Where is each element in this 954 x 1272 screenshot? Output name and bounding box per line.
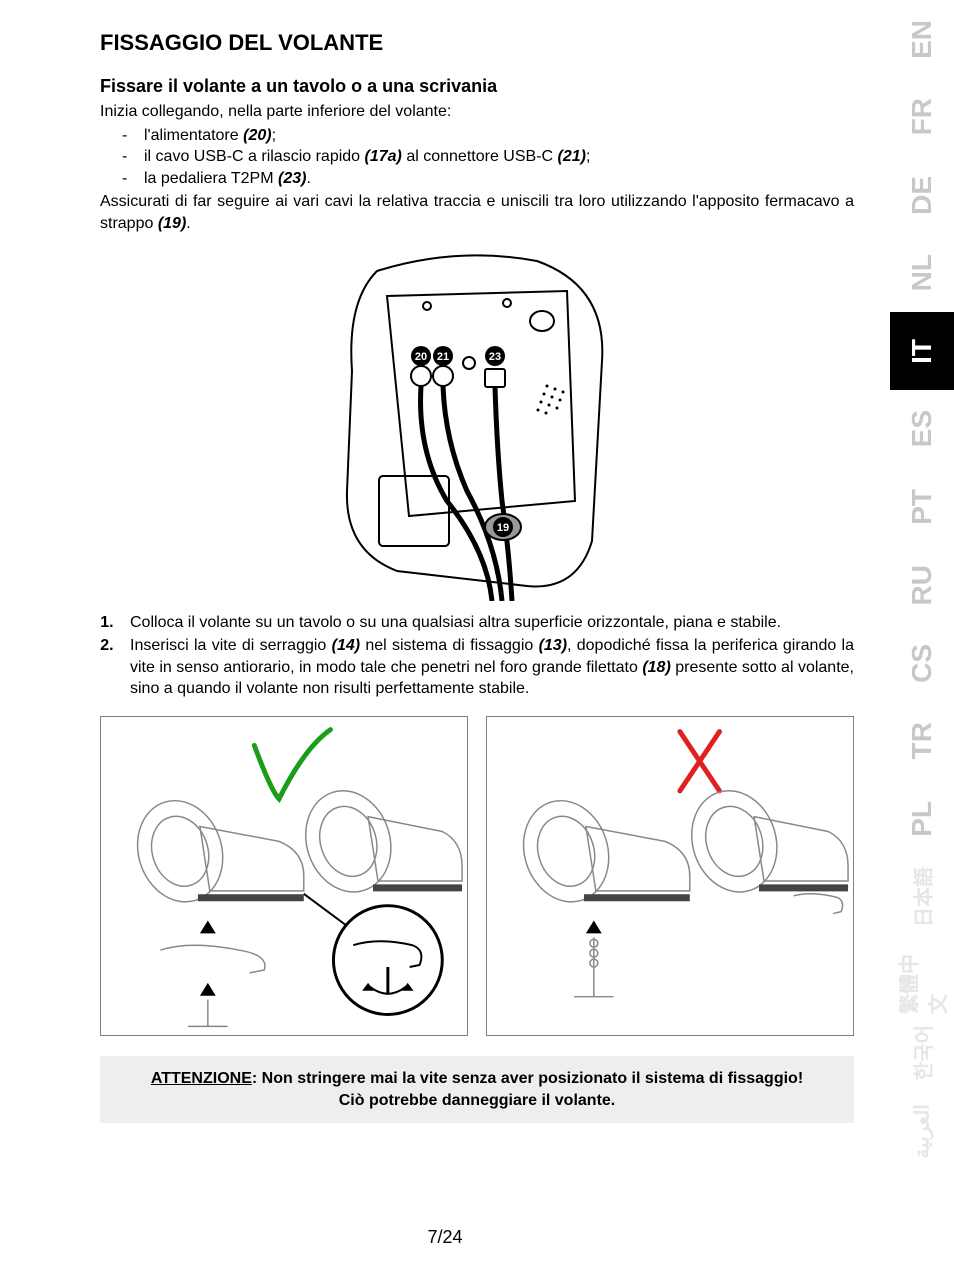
step-item: Inserisci la vite di serraggio (14) nel …	[118, 635, 854, 700]
lang-tab-es[interactable]: ES	[890, 390, 954, 468]
incorrect-box	[486, 716, 854, 1036]
sub-heading: Fissare il volante a un tavolo o a una s…	[100, 76, 854, 97]
lang-tab-fr[interactable]: FR	[890, 78, 954, 156]
lang-tab-日本語[interactable]: 日本語	[890, 858, 954, 936]
page-number: 7/24	[0, 1227, 890, 1248]
lang-tab-ru[interactable]: RU	[890, 546, 954, 624]
lang-tab-en[interactable]: EN	[890, 0, 954, 78]
lang-tab-繁體中文[interactable]: 繁體中文	[890, 936, 954, 1014]
check-icon	[254, 730, 330, 799]
intro-line: Inizia collegando, nella parte inferiore…	[100, 101, 854, 123]
svg-text:21: 21	[437, 351, 449, 363]
lang-tab-de[interactable]: DE	[890, 156, 954, 234]
lang-tab-pl[interactable]: PL	[890, 780, 954, 858]
cross-icon	[680, 732, 720, 791]
list-item: il cavo USB-C a rilascio rapido (17a) al…	[120, 146, 854, 168]
svg-text:19: 19	[497, 522, 509, 534]
list-item: la pedaliera T2PM (23).	[120, 168, 854, 190]
lang-tab-العربية[interactable]: العربية	[890, 1092, 954, 1170]
bullet-list: l'alimentatore (20); il cavo USB-C a ril…	[100, 125, 854, 190]
page-title: FISSAGGIO DEL VOLANTE	[100, 30, 854, 56]
step-item: Colloca il volante su un tavolo o su una…	[118, 612, 854, 634]
lang-tab-nl[interactable]: NL	[890, 234, 954, 312]
followup-text: Assicurati di far seguire ai vari cavi l…	[100, 191, 854, 234]
svg-text:20: 20	[415, 351, 427, 363]
comparison-row	[100, 716, 854, 1036]
lang-tab-tr[interactable]: TR	[890, 702, 954, 780]
language-tabs: ENFRDENLITESPTRUCSTRPL日本語繁體中文한국어العربية	[890, 0, 954, 1272]
correct-box	[100, 716, 468, 1036]
lang-tab-it[interactable]: IT	[890, 312, 954, 390]
svg-text:23: 23	[489, 351, 501, 363]
lang-tab-pt[interactable]: PT	[890, 468, 954, 546]
diagram-underside: 20 21 23 19	[100, 241, 854, 606]
warning-box: ATTENZIONE: Non stringere mai la vite se…	[100, 1056, 854, 1123]
lang-tab-한국어[interactable]: 한국어	[890, 1014, 954, 1092]
numbered-steps: Colloca il volante su un tavolo o su una…	[100, 612, 854, 700]
warning-label: ATTENZIONE	[151, 1070, 252, 1087]
lang-tab-cs[interactable]: CS	[890, 624, 954, 702]
list-item: l'alimentatore (20);	[120, 125, 854, 147]
